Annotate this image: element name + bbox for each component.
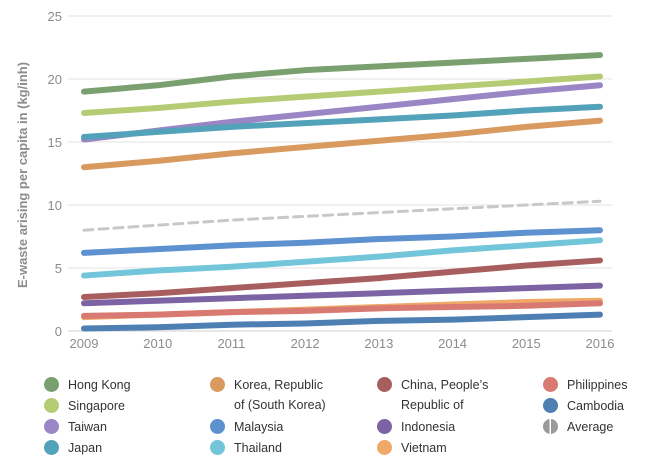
legend-item-vietnam: Vietnam	[377, 438, 447, 458]
legend: Hong Kong Singapore Taiwan Japan Korea, Repu…	[0, 370, 645, 465]
legend-swatch-icon	[543, 398, 558, 413]
x-tick-label: 2009	[70, 336, 99, 351]
x-tick-label: 2015	[512, 336, 541, 351]
series-line-china-people-s	[81, 257, 603, 300]
legend-item-singapore: Singapore	[44, 396, 125, 416]
series-line-thailand	[81, 237, 603, 279]
series-line-malaysia	[81, 227, 603, 256]
legend-label: Thailand	[234, 441, 282, 455]
legend-swatch-icon	[44, 398, 59, 413]
legend-label: Hong Kong	[68, 378, 131, 392]
legend-label: Korea, Republic of (South Korea)	[234, 378, 326, 412]
legend-item-taiwan: Taiwan	[44, 417, 107, 437]
y-axis-ticks: 0 5 10 15 20 25	[48, 9, 62, 339]
legend-item-philippines: Philippines	[543, 375, 627, 395]
y-tick-label: 20	[48, 72, 62, 87]
grid-lines	[68, 15, 612, 332]
y-tick-label: 0	[55, 324, 62, 339]
legend-swatch-icon	[210, 419, 225, 434]
legend-label: Average	[567, 420, 614, 434]
x-tick-label: 2010	[143, 336, 172, 351]
series-line-cambodia	[81, 311, 603, 332]
legend-swatch-icon	[44, 419, 59, 434]
y-axis-label: E-waste arising per capita in (kg/inh)	[15, 62, 30, 288]
series-line-average	[82, 199, 602, 232]
legend-item-japan: Japan	[44, 438, 102, 458]
legend-label: Cambodia	[567, 399, 624, 413]
legend-item-hong-kong: Hong Kong	[44, 375, 131, 395]
series-lines	[81, 52, 603, 332]
x-axis-ticks: 2009 2010 2011 2012 2013 2014 2015 2016	[70, 336, 615, 351]
series-line-singapore	[81, 73, 603, 117]
legend-swatch-icon	[210, 377, 225, 392]
legend-label: China, People’s Republic of	[401, 378, 489, 412]
legend-label: Indonesia	[401, 420, 456, 434]
legend-swatch-icon	[543, 377, 558, 392]
half-circle-icon	[543, 419, 558, 434]
legend-item-korea-republic: Korea, Republic of (South Korea)	[210, 375, 326, 415]
legend-swatch-icon	[210, 440, 225, 455]
legend-item-china-people-s: China, People’s Republic of	[377, 375, 488, 415]
x-tick-label: 2014	[438, 336, 467, 351]
legend-item-indonesia: Indonesia	[377, 417, 455, 437]
legend-item-thailand: Thailand	[210, 438, 282, 458]
series-line-japan	[81, 103, 603, 140]
legend-label: Philippines	[567, 378, 628, 392]
legend-swatch-icon	[377, 440, 392, 455]
legend-label: Taiwan	[68, 420, 107, 434]
legend-item-cambodia: Cambodia	[543, 396, 624, 416]
legend-label: Singapore	[68, 399, 125, 413]
y-tick-label: 5	[55, 261, 62, 276]
x-tick-label: 2016	[586, 336, 615, 351]
legend-swatch-icon	[44, 440, 59, 455]
legend-swatch-icon	[44, 377, 59, 392]
y-tick-label: 10	[48, 198, 62, 213]
x-tick-label: 2011	[217, 336, 245, 351]
y-tick-label: 15	[48, 135, 62, 150]
series-line-philippines	[81, 300, 603, 319]
y-tick-label: 25	[48, 9, 62, 24]
legend-swatch-icon	[377, 419, 392, 434]
legend-label: Japan	[68, 441, 103, 455]
x-tick-label: 2013	[364, 336, 393, 351]
legend-label: Malaysia	[234, 420, 284, 434]
legend-item-average: Average	[543, 417, 613, 437]
legend-item-malaysia: Malaysia	[210, 417, 283, 437]
legend-label: Vietnam	[401, 441, 447, 455]
series-line-hong-kong	[81, 52, 603, 95]
legend-swatch-icon	[377, 377, 392, 392]
series-line-korea-republic	[81, 117, 603, 171]
series-line-indonesia	[81, 282, 603, 307]
x-tick-label: 2012	[291, 336, 320, 351]
